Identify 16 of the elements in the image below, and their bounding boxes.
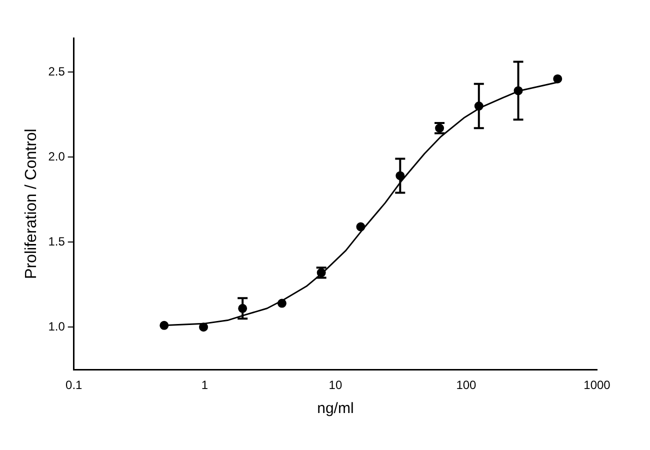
y-tick-label: 2.0 bbox=[48, 149, 66, 164]
x-tick-label: 0.1 bbox=[66, 378, 83, 392]
y-tick-label: 1.5 bbox=[48, 234, 66, 248]
point bbox=[356, 222, 366, 232]
y-tick-label: 1.0 bbox=[48, 319, 66, 334]
x-tick-label: 10 bbox=[328, 378, 342, 392]
x-tick-label: 1 bbox=[201, 378, 208, 392]
y-axis-title: Proliferation / Control bbox=[23, 128, 40, 279]
point bbox=[160, 320, 169, 330]
point bbox=[277, 298, 286, 308]
x-tick-label: 100 bbox=[456, 378, 477, 392]
x-axis-title: ng/ml bbox=[317, 400, 354, 418]
x-tick-label: 1000 bbox=[584, 378, 611, 392]
point bbox=[553, 74, 562, 84]
point bbox=[199, 322, 208, 332]
y-tick-label: 2.5 bbox=[48, 64, 66, 78]
